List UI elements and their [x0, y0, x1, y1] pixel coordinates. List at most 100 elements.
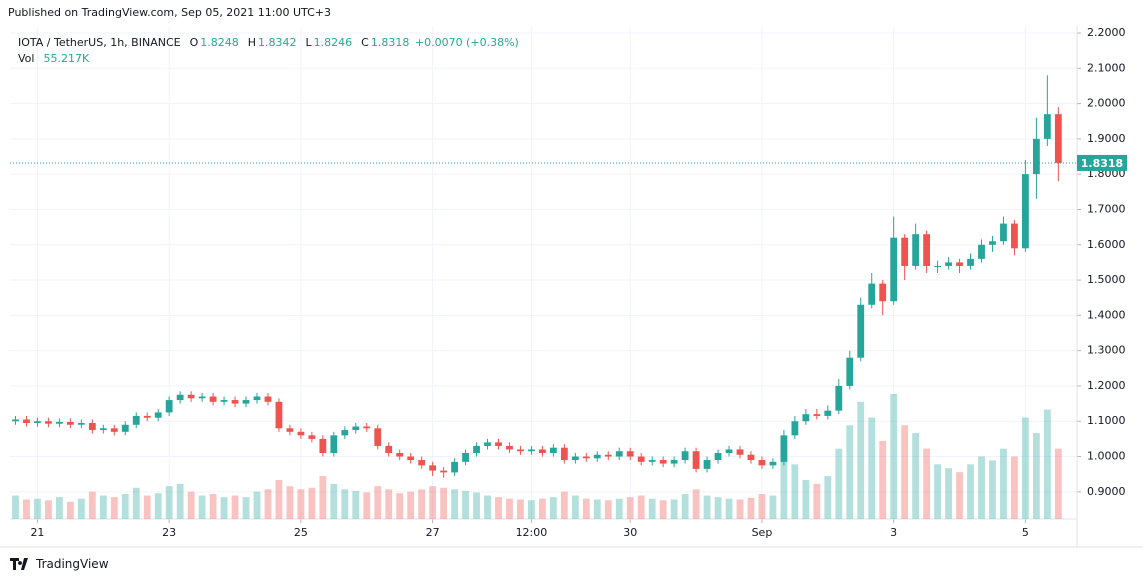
- candle-body: [528, 449, 535, 452]
- candle-body: [604, 454, 612, 457]
- x-tick-label: 12:00: [516, 526, 548, 539]
- volume-bar: [637, 495, 645, 519]
- volume-bar: [176, 483, 184, 519]
- open-value: 1.8248: [200, 36, 239, 49]
- candle-body: [912, 234, 920, 266]
- candle-body: [319, 438, 327, 453]
- volume-bar: [538, 498, 546, 519]
- volume-bar: [582, 498, 590, 519]
- y-tick-label: 1.1000: [1087, 414, 1126, 427]
- candle-body: [363, 426, 371, 429]
- volume-bar: [143, 495, 151, 519]
- volume-bar: [341, 489, 349, 519]
- y-tick-label: 0.9000: [1087, 485, 1126, 498]
- candle-body: [956, 262, 963, 266]
- x-tick-label: 23: [162, 526, 176, 539]
- candle-body: [670, 460, 678, 464]
- candle-body: [725, 449, 733, 453]
- change: +0.0070 (+0.38%): [414, 36, 519, 49]
- volume-bar: [692, 489, 700, 519]
- candle-body: [1032, 138, 1040, 175]
- x-tick-label: Sep: [752, 526, 773, 539]
- candle-body: [549, 447, 557, 453]
- candle-body: [396, 453, 404, 457]
- volume-bar: [648, 498, 656, 519]
- volume-bar: [495, 497, 502, 519]
- candle-body: [945, 262, 952, 266]
- candle-body: [769, 461, 777, 466]
- candle-body: [253, 396, 261, 401]
- y-tick-label: 2.2000: [1087, 26, 1126, 39]
- candle-body: [791, 421, 799, 436]
- candle-body: [890, 237, 898, 302]
- candle-body: [824, 410, 832, 416]
- close-label: C: [361, 36, 369, 49]
- volume-bar: [1043, 409, 1051, 519]
- candle-body: [868, 283, 876, 305]
- volume-bar: [956, 472, 963, 519]
- candle-body: [1000, 223, 1007, 242]
- volume-bar: [473, 492, 480, 519]
- low-value: 1.8246: [313, 36, 353, 49]
- volume-bar: [1054, 448, 1062, 519]
- candle-body: [385, 445, 393, 453]
- tv-logo: [10, 558, 28, 570]
- candle-body: [264, 396, 272, 402]
- candle-body: [538, 449, 546, 453]
- x-tick-label: 5: [1022, 526, 1029, 539]
- volume-bar: [517, 499, 524, 519]
- candle-body: [23, 419, 30, 423]
- plot-background: [10, 26, 1077, 547]
- candle-body: [615, 451, 623, 457]
- candle-body: [967, 258, 974, 266]
- candle-body: [132, 415, 140, 425]
- candle-body: [341, 430, 349, 436]
- candle-body: [495, 442, 502, 446]
- y-tick-label: 2.1000: [1087, 61, 1126, 74]
- x-tick-label: 3: [890, 526, 897, 539]
- volume-bar: [791, 464, 799, 519]
- volume-bar: [615, 498, 623, 519]
- volume-bar: [967, 464, 974, 519]
- volume-bar: [45, 500, 52, 519]
- volume-bar: [824, 476, 832, 519]
- volume-bar: [231, 495, 239, 519]
- candle-body: [637, 456, 645, 462]
- volume-bar: [77, 498, 85, 519]
- volume-bar: [429, 486, 437, 519]
- y-tick-label: 2.0000: [1087, 97, 1126, 110]
- candle-body: [242, 400, 250, 404]
- volume-bar: [780, 456, 788, 519]
- x-tick-label: 30: [623, 526, 637, 539]
- volume-bar: [253, 491, 261, 519]
- candle-body: [34, 421, 41, 423]
- volume-bar: [330, 483, 338, 519]
- volume-bar: [132, 487, 140, 519]
- candle-body: [813, 414, 821, 416]
- volume-bar: [110, 497, 118, 519]
- candle-body: [1011, 223, 1018, 249]
- last-price-label: 1.8318: [1081, 157, 1123, 170]
- close-value: 1.8318: [370, 36, 410, 49]
- volume-bar: [385, 489, 393, 519]
- low-label: L: [305, 36, 312, 49]
- candle-body: [506, 445, 513, 450]
- volume-bar: [758, 494, 766, 519]
- y-tick-label: 1.7000: [1087, 202, 1126, 215]
- volume-bar: [593, 499, 601, 519]
- candle-body: [758, 460, 766, 466]
- volume-bar: [264, 489, 272, 519]
- volume-bar: [407, 491, 415, 519]
- volume-bar: [165, 486, 173, 519]
- volume-bar: [451, 489, 458, 519]
- volume-bar: [923, 448, 931, 519]
- volume-bar: [374, 486, 382, 519]
- candle-body: [1054, 114, 1062, 163]
- candle-body: [198, 396, 206, 399]
- volume-bar: [857, 401, 865, 519]
- volume-bar: [1011, 456, 1018, 519]
- candle-body: [648, 460, 656, 462]
- volume-bar: [418, 489, 426, 519]
- candle-body: [484, 442, 491, 446]
